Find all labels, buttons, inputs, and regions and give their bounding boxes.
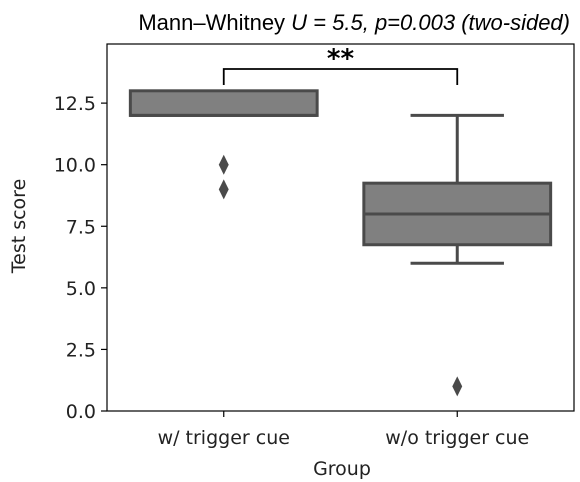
x-axis-label: Group	[313, 458, 371, 480]
y-axis-label: Test score	[8, 179, 30, 275]
x-tick-label: w/ trigger cue	[158, 427, 290, 449]
y-tick-label: 0.0	[66, 401, 96, 423]
box-iqr	[128, 89, 319, 117]
y-tick-label: 5.0	[66, 278, 96, 300]
plot-area: 0.0 2.5 5.0 7.5 10.0 12.5 w/ trigger cue w/o tr…	[54, 43, 575, 449]
significance-bracket	[222, 68, 459, 85]
x-tick-label: w/o trigger cue	[385, 427, 529, 449]
y-tick-label: 7.5	[66, 216, 96, 238]
y-tick-label: 12.5	[54, 93, 96, 115]
plot-frame	[106, 43, 575, 412]
outlier-point	[218, 154, 229, 175]
chart-title: Mann–Whitney U = 5.5, p=0.003 (two-sided…	[138, 10, 570, 35]
y-tick-label: 10.0	[54, 155, 96, 177]
outlier-point	[218, 179, 229, 200]
outlier-point	[452, 376, 463, 397]
y-tick-label: 2.5	[66, 339, 96, 361]
chart-title-stats: U = 5.5, p=0.003 (two-sided)	[291, 10, 570, 35]
significance-label: **	[327, 44, 355, 74]
chart-title-prefix: Mann–Whitney	[138, 10, 291, 35]
box-group	[362, 113, 553, 397]
box-group	[128, 89, 319, 200]
